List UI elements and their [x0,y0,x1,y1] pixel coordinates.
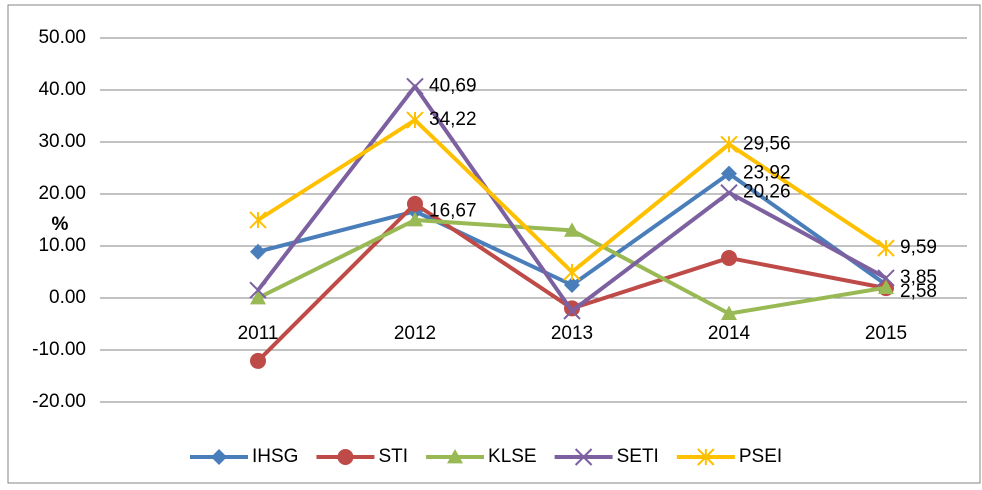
data-label: 40,69 [429,75,477,96]
chart-border [7,4,981,484]
marker [721,249,737,266]
y-tick-label: 50.00 [38,27,86,48]
y-tick-label: 40.00 [38,79,86,100]
marker [447,449,464,464]
marker [337,449,354,465]
y-tick-label: -20.00 [32,391,86,412]
legend-item: STI [316,446,408,467]
marker [574,448,593,466]
marker [721,305,737,320]
marker [564,277,580,293]
x-tick-label: 2012 [394,323,436,344]
marker [249,281,267,299]
y-axis-label: % [52,214,69,235]
marker [563,302,581,320]
y-tick-label: 20.00 [38,183,86,204]
marker [563,263,581,281]
marker [250,243,266,260]
marker [720,135,738,153]
marker [249,211,267,229]
y-tick-label: -10.00 [32,339,86,360]
marker [877,269,895,287]
marker [250,290,266,305]
x-tick-label: 2014 [708,323,751,344]
x-tick-label: 2013 [551,323,593,344]
y-tick-label: 30.00 [38,131,86,152]
marker [211,449,227,465]
legend-label: STI [378,446,408,467]
marker [406,77,424,96]
legend-label: SETI [617,446,659,467]
legend-item: SETI [554,446,659,467]
y-tick-label: 10.00 [38,235,86,256]
marker [407,212,423,227]
marker [721,165,737,182]
data-label: 29,56 [743,133,791,154]
data-label: 16,67 [429,200,477,221]
legend-item: KLSE [426,446,537,467]
data-label: 20,26 [743,182,791,203]
marker [406,111,424,129]
legend: IHSG STI KLSE SETI PSEI [190,446,782,467]
legend-label: PSEI [739,446,782,467]
marker [877,239,895,257]
y-tick-label: 0.00 [49,287,86,308]
legend-item: IHSG [190,446,298,467]
marker [878,279,894,294]
data-label: 9,59 [900,237,937,258]
marker [407,195,423,212]
data-label: 3,85 [900,267,937,288]
marker [697,448,715,466]
marker [720,183,738,202]
legend-item: PSEI [676,446,782,467]
marker [250,352,266,369]
legend-label: IHSG [252,446,298,467]
data-label: 34,22 [429,109,477,130]
marker [564,222,580,237]
data-label: 23,92 [743,163,791,184]
legend-label: KLSE [488,446,537,467]
x-tick-label: 2015 [865,323,907,344]
data-label: 2,58 [900,281,937,302]
x-tick-label: 2011 [238,323,279,344]
